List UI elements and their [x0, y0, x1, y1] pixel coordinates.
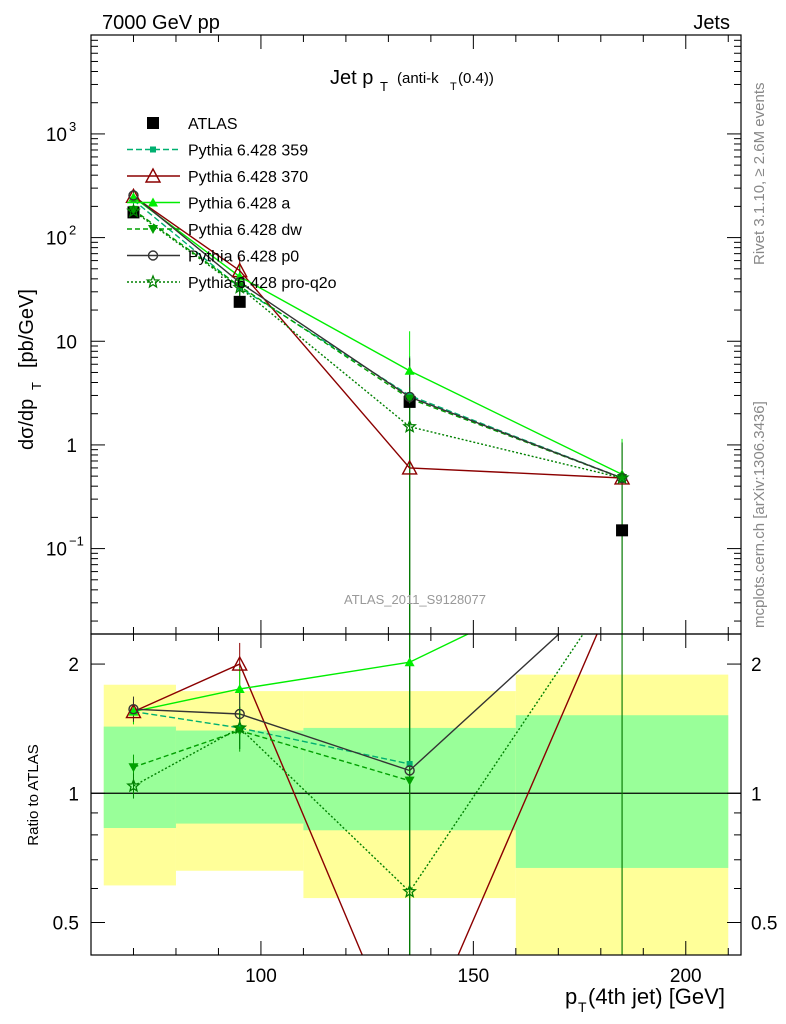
ratio-point-pq2o: [126, 778, 141, 793]
xlabel-sub: T: [578, 999, 587, 1015]
ratio-line-pa: [133, 634, 470, 713]
ratio-point-pq2o: [402, 883, 417, 898]
legend-label-pa: Pythia 6.428 a: [188, 196, 290, 213]
x-axis-label: p T (4th jet) [GeV]: [565, 984, 725, 1015]
ratio-ylabel: Ratio to ATLAS: [25, 744, 42, 845]
main-point-pq2o: [614, 470, 630, 485]
main-point-atlas: [616, 524, 629, 537]
main-line-p370: [133, 195, 623, 479]
ratio-point-pp0: [404, 765, 415, 776]
category-label: Jets: [693, 12, 730, 34]
ratio-point-pa: [404, 657, 415, 667]
main-point-pp0: [234, 277, 245, 288]
legend-marker-pdw: [148, 225, 158, 234]
ratio-point-pp0: [234, 708, 245, 720]
legend-marker-pp0: [147, 250, 159, 261]
main-point-pdw: [404, 394, 415, 404]
ratio-point-pq2o: [232, 720, 248, 735]
plot-title: Jet p T (anti-k T (0.4)): [330, 67, 494, 94]
ratio-ytick-label: 0.5: [53, 913, 79, 934]
mcplots-side-label: mcplots.cern.ch [arXiv:1306.3436]: [751, 401, 768, 628]
ratio-ytick-label-right: 1: [751, 784, 762, 805]
legend-marker-p370: [144, 167, 162, 183]
ratio-line-pp0: [133, 634, 561, 772]
ratio-line-p370: [133, 634, 598, 955]
ratio-ytick-label-right: 2: [751, 655, 762, 676]
main-point-pdw: [128, 205, 139, 215]
main-ytick-label: 10: [46, 125, 67, 146]
legend-marker-p359: [150, 146, 156, 153]
ratio-point-pdw: [128, 763, 139, 773]
xlabel-rest: (4th jet) [GeV]: [588, 984, 725, 1009]
main-point-pp0: [128, 190, 139, 201]
main-ytick-label: 1: [66, 436, 77, 457]
main-point-pq2o: [402, 418, 417, 433]
main-ytick-label: 10: [46, 229, 67, 250]
ratio-point-p359: [406, 761, 413, 768]
main-ylabel: dσ/dp: [16, 399, 38, 450]
main-ytick-exponent: 2: [69, 223, 76, 238]
ratio-ytick-label: 1: [68, 784, 79, 805]
ratio-point-p370: [231, 655, 248, 671]
ratio-panel: 0.5 0.5 1 1 2 2 100 150 200 Ratio to ATLAS p T (…: [25, 633, 777, 1015]
ratio-line-pq2o: [133, 634, 585, 893]
ratio-series-markers: [125, 655, 417, 898]
analysis-id: ATLAS_2011_S9128077: [344, 592, 486, 607]
main-point-pq2o: [126, 203, 141, 218]
main-line-pq2o: [133, 210, 623, 479]
main-point-pp0: [404, 391, 415, 403]
main-ytick-label: 10: [46, 540, 67, 561]
main-line-pdw: [133, 209, 623, 479]
legend-label-pp0: Pythia 6.428 p0: [188, 249, 299, 266]
main-series-markers: [125, 187, 631, 537]
legend: ATLAS Pythia 6.428 359 Pythia 6.428 370 Pyt…: [127, 116, 337, 292]
band-inner: [103, 726, 176, 829]
main-line-p359: [133, 199, 623, 479]
legend-label-pdw: Pythia 6.428 dw: [188, 222, 302, 239]
xlabel-main: p: [565, 984, 577, 1009]
ratio-uncertainty-bands: [91, 674, 741, 955]
legend-label-p359: Pythia 6.428 359: [188, 143, 308, 160]
main-point-pq2o: [232, 279, 248, 294]
main-line-pp0: [133, 194, 623, 479]
ratio-frame: [90, 633, 742, 956]
main-y-axis-label: dσ/dp T [pb/GeV]: [16, 289, 44, 450]
ratio-axes: 0.5 0.5 1 1 2 2 100 150 200: [53, 634, 777, 987]
main-ytick-label: 10: [56, 332, 77, 353]
plot-title-extra-end: (0.4)): [458, 70, 494, 87]
ratio-ytick-label: 2: [68, 655, 79, 676]
main-ytick-exponent: −1: [69, 534, 84, 549]
legend-label-atlas: ATLAS: [188, 116, 238, 133]
ratio-point-pp0: [128, 703, 139, 715]
ratio-xtick-label: 200: [670, 966, 702, 987]
plot-title-extra: (anti-k: [397, 70, 439, 87]
plot-title-sub: T: [380, 79, 388, 94]
main-point-pa: [404, 365, 415, 375]
legend-marker-pa: [148, 197, 158, 207]
ratio-xtick-label: 150: [458, 966, 490, 987]
energy-label: 7000 GeV pp: [102, 12, 220, 34]
ratio-ytick-label-right: 0.5: [751, 913, 777, 934]
main-line-pa: [133, 196, 623, 476]
main-panel: ATLAS Pythia 6.428 359 Pythia 6.428 370 Pyt…: [16, 34, 742, 635]
ratio-point-pdw: [404, 776, 415, 786]
main-ylabel-unit: [pb/GeV]: [16, 289, 38, 368]
legend-label-pq2o: Pythia 6.428 pro-q2o: [188, 275, 337, 292]
ratio-xtick-label: 100: [245, 966, 277, 987]
legend-marker-pq2o: [145, 274, 161, 289]
plot-title-extra-sub: T: [450, 81, 457, 93]
legend-label-p370: Pythia 6.428 370: [188, 169, 308, 186]
legend-marker-atlas: [147, 117, 159, 129]
main-point-atlas: [233, 295, 246, 308]
main-ytick-exponent: 3: [69, 119, 76, 134]
rivet-side-label: Rivet 3.1.10, ≥ 2.6M events: [751, 83, 768, 266]
main-point-p370: [401, 459, 418, 475]
plot-title-main: Jet p: [330, 67, 373, 89]
ratio-point-pa: [234, 683, 245, 693]
main-ylabel-sub: T: [29, 382, 44, 390]
